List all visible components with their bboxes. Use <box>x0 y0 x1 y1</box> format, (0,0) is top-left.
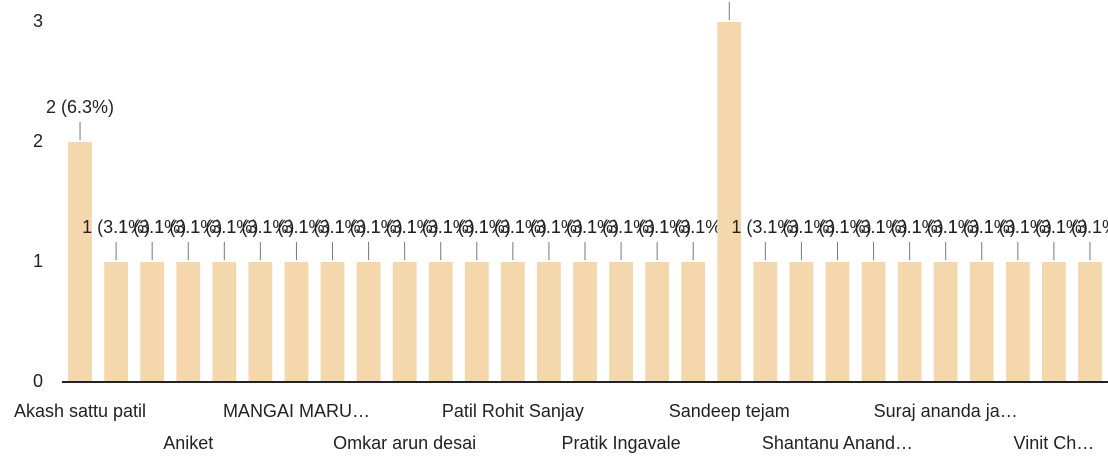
bar <box>1041 262 1066 382</box>
bar <box>681 262 706 382</box>
x-tick-label: Suraj ananda ja… <box>874 401 1018 421</box>
bar <box>284 262 309 382</box>
bar <box>392 262 417 382</box>
value-label: 1 (3.1%) <box>335 217 403 237</box>
value-label: 2 (6.3%) <box>46 97 114 117</box>
bar <box>861 262 886 382</box>
x-tick-label: Omkar arun desai <box>333 433 476 453</box>
value-label: 1 (3.1%) <box>190 217 258 237</box>
value-label: 1 (3.1%) <box>840 217 908 237</box>
value-label: 1 (3.1%) <box>1056 217 1108 237</box>
value-label: 1 (3.1%) <box>912 217 980 237</box>
bar <box>573 262 597 382</box>
bar <box>969 262 994 382</box>
bar <box>140 262 165 382</box>
value-label: 1 (3.1%) <box>1020 217 1088 237</box>
bar <box>1078 262 1102 382</box>
bar <box>609 262 633 382</box>
value-label: 1 (3.1%) <box>767 217 835 237</box>
value-label: 1 (3.1%) <box>82 217 150 237</box>
bar <box>717 22 742 382</box>
value-label: 1 (3.1%) <box>623 217 691 237</box>
bar <box>176 262 201 382</box>
value-label: 1 (3.1%) <box>984 217 1052 237</box>
value-label: 1 (3.1%) <box>876 217 944 237</box>
x-tick-label: Sandeep tejam <box>669 401 790 421</box>
bar <box>825 262 850 382</box>
bar <box>645 262 670 382</box>
bar <box>104 262 129 382</box>
bar <box>320 262 345 382</box>
value-label: 1 (3.1%) <box>659 217 727 237</box>
x-tick-label: Vinit Ch… <box>1014 433 1095 453</box>
y-tick-label: 3 <box>33 11 43 31</box>
value-label: 1 (3.1%) <box>803 217 871 237</box>
bar <box>356 262 381 382</box>
y-tick-label: 2 <box>33 131 43 151</box>
bar <box>897 262 922 382</box>
x-tick-label: Akash sattu patil <box>14 401 146 421</box>
value-label: 1 (3.1%) <box>948 217 1016 237</box>
x-tick-label: Shantanu Anand… <box>762 433 913 453</box>
bar <box>537 262 561 382</box>
y-tick-label: 1 <box>33 251 43 271</box>
bar <box>933 262 958 382</box>
bar <box>753 262 778 382</box>
value-label: 1 (3.1%) <box>262 217 330 237</box>
bar <box>212 262 237 382</box>
x-tick-label: Aniket <box>163 433 213 453</box>
x-tick-label: Patil Rohit Sanjay <box>442 401 584 421</box>
value-label: 1 (3.1%) <box>118 217 186 237</box>
bar <box>428 262 453 382</box>
value-label: 1 (3.1%) <box>371 217 439 237</box>
value-label: 1 (3.1%) <box>479 217 547 237</box>
value-label: 1 (3.1%) <box>407 217 475 237</box>
bar <box>248 262 273 382</box>
y-tick-label: 0 <box>33 371 43 391</box>
bar <box>1005 262 1030 382</box>
value-label: 1 (3.1%) <box>731 217 799 237</box>
value-label: 1 (3.1%) <box>299 217 367 237</box>
value-label: 1 (3.1%) <box>551 217 619 237</box>
bar <box>464 262 489 382</box>
bar <box>500 262 525 382</box>
value-label: 1 (3.1%) <box>154 217 222 237</box>
value-label: 1 (3.1%) <box>226 217 294 237</box>
value-label: 1 (3.1%) <box>587 217 655 237</box>
bar <box>68 142 92 382</box>
x-tick-label: MANGAI MARU… <box>223 401 370 421</box>
bar <box>789 262 814 382</box>
value-label: 1 (3.1%) <box>443 217 511 237</box>
x-tick-label: Pratik Ingavale <box>562 433 681 453</box>
value-label: 1 (3.1%) <box>515 217 583 237</box>
